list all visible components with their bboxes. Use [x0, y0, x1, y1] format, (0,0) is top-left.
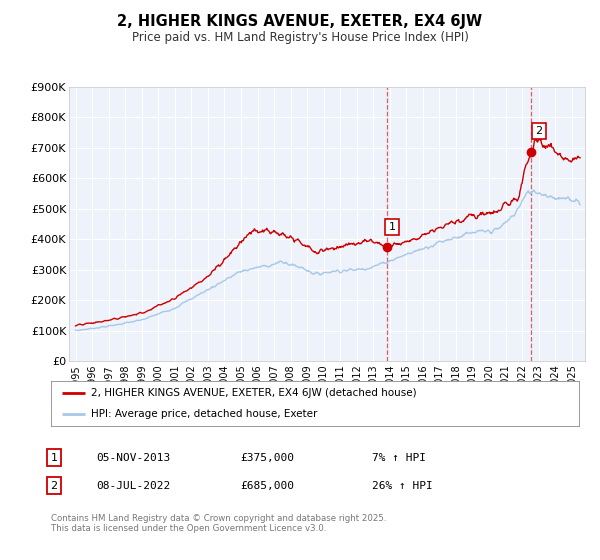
Text: 2: 2: [50, 480, 58, 491]
Text: 2, HIGHER KINGS AVENUE, EXETER, EX4 6JW (detached house): 2, HIGHER KINGS AVENUE, EXETER, EX4 6JW …: [91, 388, 416, 398]
Text: Contains HM Land Registry data © Crown copyright and database right 2025.
This d: Contains HM Land Registry data © Crown c…: [51, 514, 386, 534]
Text: 2, HIGHER KINGS AVENUE, EXETER, EX4 6JW: 2, HIGHER KINGS AVENUE, EXETER, EX4 6JW: [118, 14, 482, 29]
Text: 08-JUL-2022: 08-JUL-2022: [96, 480, 170, 491]
Text: £375,000: £375,000: [240, 452, 294, 463]
Text: 7% ↑ HPI: 7% ↑ HPI: [372, 452, 426, 463]
Text: Price paid vs. HM Land Registry's House Price Index (HPI): Price paid vs. HM Land Registry's House …: [131, 31, 469, 44]
Text: 05-NOV-2013: 05-NOV-2013: [96, 452, 170, 463]
Text: 1: 1: [50, 452, 58, 463]
Text: £685,000: £685,000: [240, 480, 294, 491]
Text: 2: 2: [535, 126, 542, 136]
Text: HPI: Average price, detached house, Exeter: HPI: Average price, detached house, Exet…: [91, 409, 317, 419]
Text: 26% ↑ HPI: 26% ↑ HPI: [372, 480, 433, 491]
Text: 1: 1: [389, 222, 395, 232]
